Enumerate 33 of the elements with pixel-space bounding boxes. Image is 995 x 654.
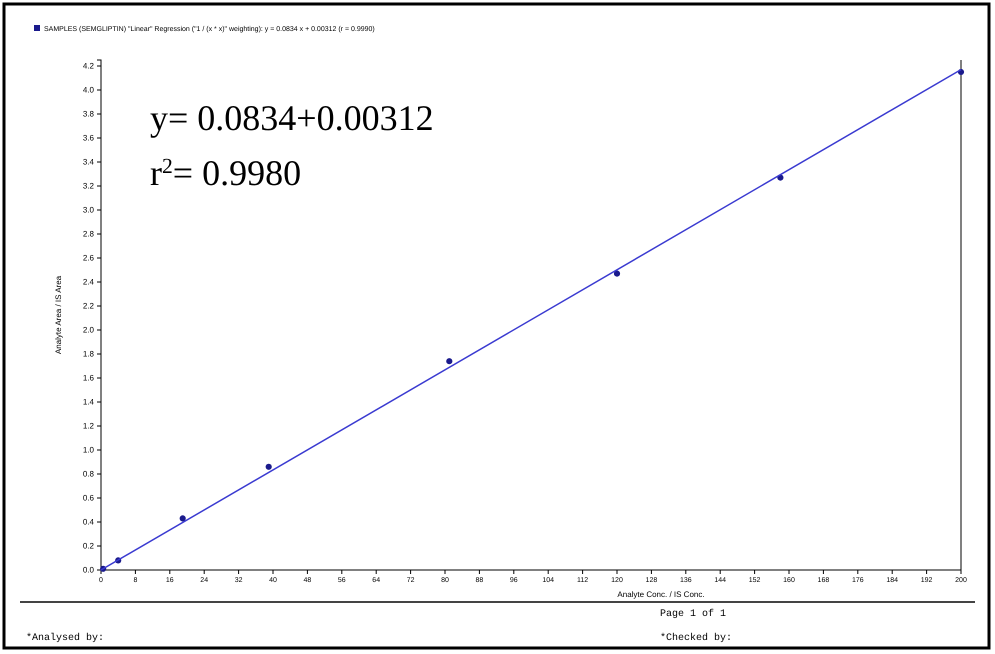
y-tick-label: 3.4	[82, 158, 95, 167]
point	[180, 515, 186, 522]
y-tick-label: 3.6	[82, 134, 95, 143]
y-tick-label: 4.2	[82, 62, 95, 71]
y-tick-label: 2.2	[82, 302, 95, 311]
point	[266, 464, 272, 470]
y-tick-label: 3.2	[82, 182, 95, 191]
y-tick-label: 0.8	[82, 470, 95, 479]
y-tick-label: 0.6	[82, 494, 95, 503]
y-tick-label: 2.4	[82, 278, 95, 287]
y-tick-label: 1.8	[82, 350, 95, 359]
y-tick-label: 4.0	[82, 86, 95, 95]
y-tick-label: 2.8	[82, 230, 95, 239]
annotation: r$^{2}$= 0.9980	[150, 153, 302, 193]
y-tick-label: 0.0	[82, 566, 95, 575]
y-tick-label: 3.8	[82, 110, 95, 119]
annotation: y= 0.0834+0.00312	[150, 98, 434, 138]
y-tick-label: 2.0	[82, 326, 95, 335]
y-axis-title: Analyte Area / IS Area	[54, 275, 63, 354]
y-tick-label: 3.0	[82, 206, 95, 215]
y-tick-label: 1.6	[82, 374, 95, 383]
point	[614, 270, 620, 277]
y-tick-label: 1.4	[82, 398, 95, 407]
y-tick-label: 2.6	[82, 254, 95, 263]
y-tick-label: 1.0	[82, 446, 95, 455]
y-tick-label: 1.2	[82, 422, 95, 431]
text: Page 1 of 1	[660, 608, 726, 620]
y-tick-label: 0.4	[82, 518, 95, 527]
y-tick-label: 0.2	[82, 542, 95, 551]
text: *Analysed by:	[26, 632, 104, 644]
x-axis-title: Analyte Conc. / IS Conc.	[617, 590, 705, 599]
point	[446, 358, 452, 364]
text: *Checked by:	[660, 632, 732, 644]
